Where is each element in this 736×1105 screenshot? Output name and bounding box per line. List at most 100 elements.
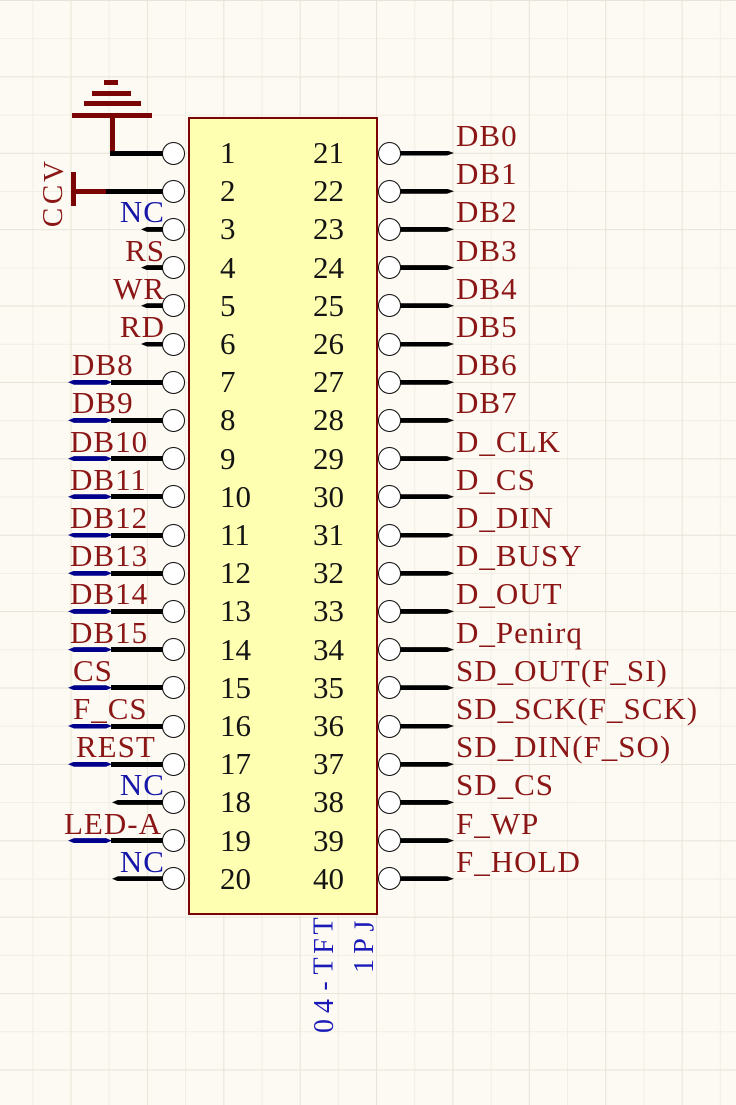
pin-wire[interactable] [400, 342, 454, 347]
pin-circle[interactable] [377, 256, 401, 280]
pin-circle[interactable] [377, 867, 401, 891]
wire-bus-stub[interactable] [68, 838, 112, 843]
net-label[interactable]: DB13 [70, 538, 149, 574]
pin-circle[interactable] [377, 676, 401, 700]
pin-wire[interactable] [400, 151, 454, 156]
net-label[interactable]: NC [119, 767, 165, 803]
net-label[interactable]: D_Penirq [456, 614, 583, 650]
net-label[interactable]: D_BUSY [456, 538, 583, 574]
pin-circle[interactable] [377, 141, 401, 165]
net-label[interactable]: NC [119, 194, 165, 230]
net-label[interactable]: DB14 [70, 576, 149, 612]
pin-circle[interactable] [162, 447, 185, 471]
pin-wire[interactable] [111, 685, 163, 691]
pin-wire[interactable] [111, 494, 163, 500]
pin-wire[interactable] [112, 799, 163, 805]
pin-wire[interactable] [111, 379, 163, 385]
pin-wire[interactable] [111, 761, 163, 767]
pin-wire[interactable] [400, 418, 454, 423]
pin-circle[interactable] [162, 752, 185, 776]
net-label[interactable]: DB7 [456, 385, 518, 421]
pin-circle[interactable] [377, 599, 401, 623]
pin-circle[interactable] [377, 408, 401, 432]
pin-wire[interactable] [400, 380, 454, 385]
pin-wire[interactable] [112, 876, 163, 882]
net-label[interactable]: D_DIN [456, 500, 554, 535]
pin-circle[interactable] [377, 485, 401, 509]
pin-wire[interactable] [400, 265, 454, 270]
pin-wire[interactable] [111, 456, 163, 462]
net-label[interactable]: F_WP [456, 805, 540, 841]
pin-wire[interactable] [400, 609, 454, 614]
pin-wire[interactable] [400, 685, 454, 690]
net-label[interactable]: SD_CS [456, 767, 555, 803]
pin-wire[interactable] [111, 723, 163, 729]
pin-wire[interactable] [400, 838, 454, 843]
pin-wire[interactable] [111, 570, 163, 576]
pin-circle[interactable] [377, 332, 401, 356]
net-label[interactable]: D_OUT [456, 576, 563, 612]
net-label[interactable]: SD_OUT(F_SI) [456, 652, 668, 688]
pin-circle[interactable] [377, 179, 401, 203]
net-label[interactable]: DB1 [456, 156, 518, 192]
pin-wire[interactable] [400, 876, 454, 881]
wire-bus-stub[interactable] [68, 762, 112, 767]
pin-wire[interactable] [141, 226, 163, 232]
net-label[interactable]: DB0 [456, 118, 518, 153]
wire-bus-stub[interactable] [68, 609, 112, 614]
net-label[interactable]: DB2 [456, 194, 518, 230]
pin-circle[interactable] [162, 485, 185, 509]
pin-circle[interactable] [162, 829, 185, 853]
wire-bus-stub[interactable] [68, 494, 112, 499]
connector-body[interactable] [188, 117, 378, 915]
net-label[interactable]: D_CS [456, 461, 536, 497]
pin-circle[interactable] [162, 523, 185, 547]
net-label[interactable]: SD_DIN(F_SO) [456, 729, 672, 765]
wire-bus-stub[interactable] [68, 533, 112, 538]
net-label[interactable]: DB9 [72, 385, 134, 421]
pin-circle[interactable] [162, 561, 185, 585]
net-label[interactable]: DB10 [70, 423, 149, 459]
net-label[interactable]: DB11 [70, 461, 147, 497]
pin-wire[interactable] [111, 838, 163, 844]
net-label[interactable]: DB6 [456, 347, 518, 383]
pin-wire[interactable] [141, 341, 163, 347]
net-label[interactable]: CS [73, 652, 113, 688]
pin-circle[interactable] [162, 179, 185, 203]
pin-wire[interactable] [400, 533, 454, 538]
pin-wire[interactable] [106, 188, 163, 194]
net-label[interactable]: RD [119, 309, 165, 344]
pin-circle[interactable] [162, 599, 185, 623]
net-label[interactable]: DB5 [456, 309, 518, 344]
pin-wire[interactable] [400, 571, 454, 576]
net-label[interactable]: DB3 [456, 232, 518, 268]
net-label[interactable]: SD_SCK(F_SCK) [456, 691, 699, 726]
net-label[interactable]: DB4 [456, 270, 518, 306]
pin-circle[interactable] [377, 370, 401, 394]
net-label[interactable]: F_HOLD [456, 843, 581, 879]
pin-wire[interactable] [400, 647, 454, 652]
wire-bus-stub[interactable] [68, 418, 112, 423]
pin-wire[interactable] [400, 724, 454, 729]
pin-wire[interactable] [111, 417, 163, 423]
pin-wire[interactable] [111, 608, 163, 614]
pin-circle[interactable] [377, 561, 401, 585]
pin-circle[interactable] [162, 638, 185, 662]
pin-wire[interactable] [110, 150, 163, 156]
net-label[interactable]: RS [125, 232, 165, 268]
net-label[interactable]: WR [113, 270, 165, 306]
wire-bus-stub[interactable] [68, 724, 112, 729]
pin-wire[interactable] [400, 800, 454, 805]
pin-wire[interactable] [400, 227, 454, 232]
pin-circle[interactable] [377, 829, 401, 853]
pin-wire[interactable] [400, 303, 454, 308]
net-label[interactable]: NC [119, 843, 165, 879]
pin-wire[interactable] [111, 532, 163, 538]
pin-circle[interactable] [377, 294, 401, 318]
net-label[interactable]: D_CLK [456, 423, 561, 459]
pin-wire[interactable] [400, 494, 454, 499]
wire-bus-stub[interactable] [68, 685, 112, 690]
pin-circle[interactable] [162, 141, 185, 165]
pin-circle[interactable] [162, 332, 185, 356]
